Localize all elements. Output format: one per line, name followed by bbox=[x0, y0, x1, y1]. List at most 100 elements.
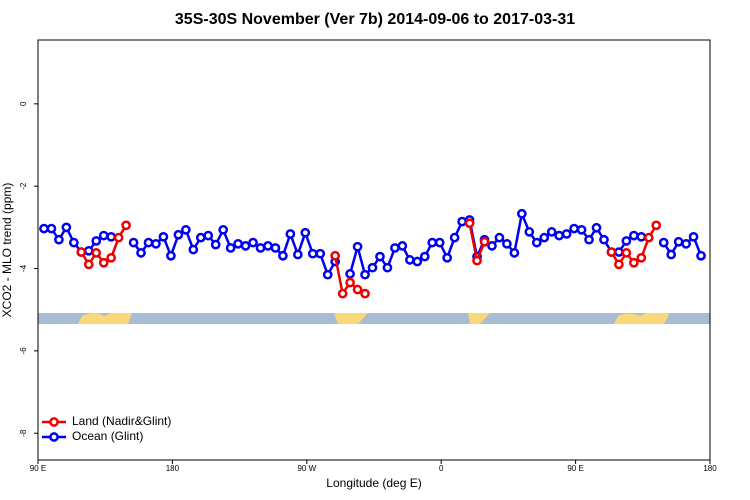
point bbox=[382, 262, 393, 273]
point bbox=[375, 251, 385, 262]
point bbox=[330, 250, 341, 261]
point bbox=[584, 234, 594, 245]
point bbox=[524, 227, 535, 237]
point bbox=[442, 252, 453, 263]
legend-marker bbox=[49, 417, 59, 427]
point bbox=[210, 239, 221, 250]
point bbox=[337, 288, 348, 299]
point bbox=[651, 220, 662, 231]
point bbox=[621, 248, 632, 258]
x-tick-label: 90 E bbox=[567, 464, 583, 473]
point bbox=[270, 243, 281, 253]
point bbox=[494, 232, 505, 243]
point bbox=[404, 255, 415, 265]
point bbox=[643, 232, 654, 243]
x-tick-label: 180 bbox=[166, 464, 180, 473]
point bbox=[636, 252, 647, 263]
point bbox=[180, 224, 191, 235]
point bbox=[315, 248, 326, 259]
point bbox=[606, 247, 617, 257]
point bbox=[569, 223, 579, 234]
y-tick-label: -6 bbox=[19, 347, 28, 355]
point bbox=[248, 237, 258, 248]
point bbox=[158, 231, 169, 242]
point bbox=[673, 236, 684, 247]
point bbox=[397, 241, 408, 251]
point bbox=[502, 238, 512, 249]
point bbox=[479, 236, 490, 247]
point bbox=[203, 230, 214, 241]
point bbox=[487, 241, 497, 251]
point bbox=[91, 248, 102, 258]
point bbox=[516, 208, 527, 219]
land-band bbox=[334, 313, 368, 324]
point bbox=[106, 231, 117, 242]
point bbox=[300, 227, 311, 238]
point bbox=[218, 224, 229, 235]
point bbox=[106, 252, 117, 263]
point bbox=[307, 248, 318, 259]
point bbox=[195, 232, 206, 243]
point bbox=[628, 257, 639, 268]
point bbox=[688, 231, 699, 242]
y-tick-label: -4 bbox=[19, 264, 28, 272]
point bbox=[464, 218, 475, 229]
point bbox=[666, 249, 677, 260]
land-mask-band bbox=[38, 313, 710, 324]
legend-label: Ocean (Glint) bbox=[72, 429, 143, 443]
point bbox=[636, 231, 647, 242]
y-axis-label: XCO2 - MLO trend (ppm) bbox=[0, 183, 14, 318]
point bbox=[113, 232, 124, 243]
y-tick-label: -2 bbox=[19, 182, 28, 190]
point bbox=[143, 237, 154, 248]
y-tick-label: -8 bbox=[19, 429, 28, 437]
point bbox=[352, 284, 363, 295]
point bbox=[278, 250, 288, 261]
point bbox=[322, 269, 333, 280]
ocean-band bbox=[38, 313, 710, 324]
legend-label: Land (Nadir&Glint) bbox=[72, 414, 171, 428]
point bbox=[136, 248, 146, 258]
point bbox=[121, 220, 131, 231]
point bbox=[46, 223, 57, 234]
point bbox=[509, 248, 520, 258]
point bbox=[390, 243, 400, 253]
point bbox=[419, 251, 430, 262]
point bbox=[61, 222, 72, 233]
point bbox=[681, 238, 691, 249]
point bbox=[233, 238, 243, 249]
point bbox=[98, 230, 109, 241]
point bbox=[614, 259, 624, 270]
point bbox=[83, 245, 94, 256]
point bbox=[449, 232, 460, 243]
point bbox=[561, 229, 572, 239]
point bbox=[360, 269, 370, 280]
point bbox=[263, 241, 273, 251]
point bbox=[225, 243, 236, 253]
point bbox=[360, 288, 370, 299]
y-tick-label: 0 bbox=[19, 101, 28, 106]
point bbox=[39, 223, 49, 234]
point bbox=[345, 277, 355, 288]
point bbox=[188, 244, 199, 255]
land-band bbox=[614, 313, 670, 324]
point bbox=[76, 247, 87, 257]
x-tick-label: 90 E bbox=[30, 464, 46, 473]
point bbox=[614, 247, 624, 257]
point bbox=[546, 227, 557, 237]
point bbox=[628, 230, 639, 241]
x-axis-label: Longitude (deg E) bbox=[326, 476, 421, 490]
point bbox=[696, 250, 706, 261]
point bbox=[151, 238, 161, 249]
point bbox=[472, 255, 482, 266]
point bbox=[292, 249, 303, 260]
point bbox=[427, 237, 438, 248]
point bbox=[83, 259, 94, 270]
point bbox=[457, 216, 467, 227]
point bbox=[91, 236, 102, 246]
legend-marker bbox=[49, 432, 59, 442]
point bbox=[54, 234, 64, 245]
point bbox=[173, 229, 184, 240]
